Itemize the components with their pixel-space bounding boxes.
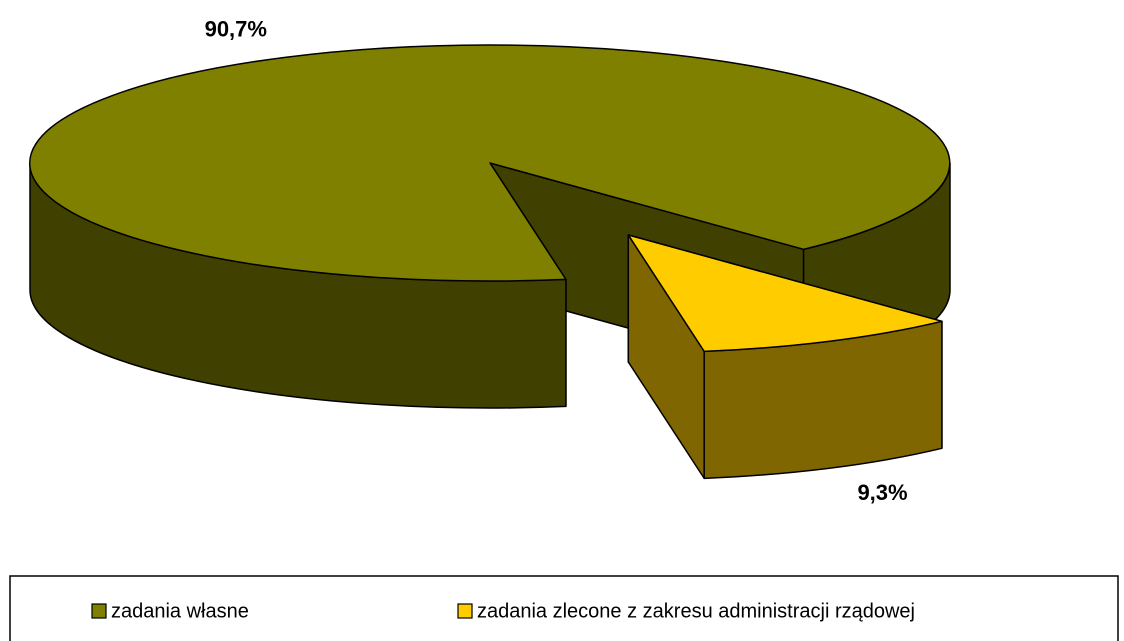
legend-box xyxy=(9,575,1119,641)
legend-swatch xyxy=(457,603,473,619)
slice-top xyxy=(29,44,951,282)
legend-label: zadania zlecone z zakresu administracji … xyxy=(477,600,915,622)
legend-label: zadania własne xyxy=(111,600,249,622)
legend-swatch xyxy=(91,603,107,619)
value-label: 90,7% xyxy=(205,17,267,42)
slice-top xyxy=(627,234,943,353)
value-label: 9,3% xyxy=(857,480,907,505)
